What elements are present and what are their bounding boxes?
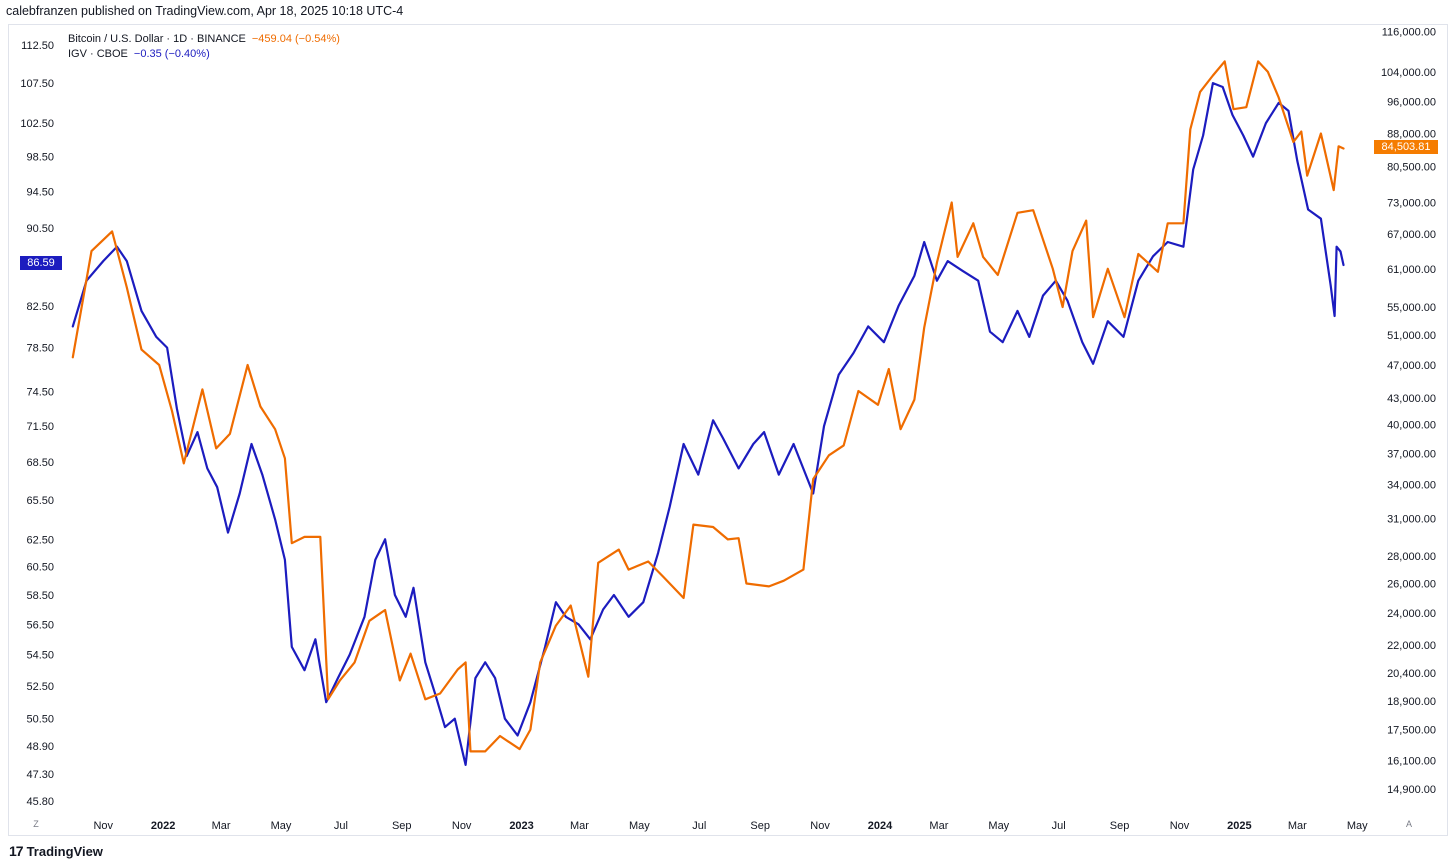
tradingview-brand: TradingView (26, 843, 103, 859)
chart-frame[interactable] (8, 24, 1448, 836)
right-axis-tick-label: 40,000.00 (1387, 420, 1436, 432)
x-axis-tick-label: May (271, 820, 292, 832)
chart-legend: Bitcoin / U.S. Dollar · 1D · BINANCE −459… (68, 32, 340, 62)
right-axis-tick-label: 116,000.00 (1382, 27, 1436, 39)
right-axis: 116,000.00 104,000.00 96,000.00 88,000.00 80… (1381, 27, 1436, 796)
x-axis-tick-label: Nov (1170, 820, 1190, 832)
left-axis-tick-label: 45.80 (26, 796, 54, 808)
left-axis-tick-label: 94.50 (26, 187, 54, 199)
x-axis: Nov 2022 Mar May Jul Sep Nov 2023 Mar May Jul Sep No… (93, 820, 1368, 832)
left-axis-tick-label: 102.50 (20, 118, 54, 130)
igv-last-price-tag: 86.59 (20, 256, 62, 270)
right-axis-tick-label: 55,000.00 (1387, 302, 1436, 314)
right-axis-tick-label: 96,000.00 (1387, 96, 1436, 108)
left-axis-tick-label: 48.90 (26, 741, 54, 753)
x-axis-tick-label: May (988, 820, 1009, 832)
x-axis-tick-label: May (1347, 820, 1368, 832)
right-axis-tick-label: 67,000.00 (1387, 229, 1436, 241)
left-axis-tick-label: 58.50 (26, 590, 54, 602)
right-axis-tick-label: 26,000.00 (1387, 579, 1436, 591)
left-axis-tick-label: 56.50 (26, 619, 54, 631)
x-axis-tick-label: Sep (392, 820, 412, 832)
left-axis-tick-label: 107.50 (20, 78, 54, 90)
right-axis-tick-label: 22,000.00 (1387, 640, 1436, 652)
right-axis-tick-label: 18,900.00 (1387, 696, 1436, 708)
legend-btc-change: −459.04 (−0.54%) (251, 33, 340, 45)
x-axis-tick-label: Nov (810, 820, 830, 832)
left-axis-tick-label: 52.50 (26, 681, 54, 693)
left-axis-tick-label: 71.50 (26, 421, 54, 433)
legend-btc-name: Bitcoin / U.S. Dollar · 1D · BINANCE (68, 33, 246, 45)
right-axis-tick-label: 104,000.00 (1381, 67, 1436, 79)
x-axis-tick-label: 2022 (151, 820, 175, 832)
left-axis-tick-label: 65.50 (26, 495, 54, 507)
right-axis-tick-label: 17,500.00 (1387, 725, 1436, 737)
x-axis-tick-label: Mar (929, 820, 948, 832)
legend-igv-change: −0.35 (−0.40%) (133, 48, 210, 60)
x-axis-tick-label: Mar (212, 820, 231, 832)
tradingview-footer[interactable]: 17 TradingView (9, 843, 103, 859)
left-axis-tick-label: 54.50 (26, 650, 54, 662)
left-axis-tick-label: 78.50 (26, 343, 54, 355)
igv-series-line[interactable] (71, 82, 1345, 766)
x-axis-tick-label: Jul (334, 820, 348, 832)
left-axis-tick-label: 47.30 (26, 769, 54, 781)
x-axis-tick-label: Nov (452, 820, 472, 832)
left-axis-tick-label: 98.50 (26, 152, 54, 164)
right-axis-tick-label: 24,000.00 (1387, 608, 1436, 620)
right-axis-tick-label: 16,100.00 (1387, 755, 1436, 767)
right-axis-tick-label: 20,400.00 (1387, 668, 1436, 680)
left-axis-tick-label: 112.50 (21, 40, 54, 52)
x-axis-tick-label: Nov (93, 820, 113, 832)
right-axis-tick-label: 43,000.00 (1387, 393, 1436, 405)
right-axis-tick-label: 73,000.00 (1387, 198, 1436, 210)
legend-row-btc[interactable]: Bitcoin / U.S. Dollar · 1D · BINANCE −459… (68, 32, 340, 47)
x-axis-tick-label: 2025 (1227, 820, 1251, 832)
right-axis-tick-label: 28,000.00 (1387, 551, 1436, 563)
right-axis-tick-label: 37,000.00 (1387, 448, 1436, 460)
x-axis-tick-label: Jul (1052, 820, 1066, 832)
x-axis-tick-label: Mar (570, 820, 589, 832)
auto-scale-button[interactable]: A (1405, 819, 1412, 829)
right-axis-tick-label: 34,000.00 (1387, 480, 1436, 492)
right-axis-tick-label: 51,000.00 (1387, 330, 1436, 342)
right-axis-tick-label: 47,000.00 (1387, 360, 1436, 372)
left-axis-tick-label: 62.50 (26, 534, 54, 546)
btc-last-price-tag: 84,503.81 (1374, 140, 1438, 154)
right-axis-tick-label: 80,500.00 (1387, 161, 1436, 173)
right-axis-tick-label: 14,900.00 (1387, 784, 1436, 796)
x-axis-tick-label: Jul (692, 820, 706, 832)
x-axis-tick-label: May (629, 820, 650, 832)
left-axis-tick-label: 74.50 (26, 387, 54, 399)
right-axis-tick-label: 61,000.00 (1387, 264, 1436, 276)
legend-igv-name: IGV · CBOE (68, 48, 128, 60)
published-header: calebfranzen published on TradingView.co… (6, 4, 404, 18)
left-axis-tick-label: 50.50 (26, 714, 54, 726)
zoom-corner-button[interactable]: Z (33, 819, 39, 829)
left-axis-tick-label: 68.50 (26, 457, 54, 469)
x-axis-tick-label: Sep (750, 820, 770, 832)
x-axis-tick-label: 2024 (868, 820, 893, 832)
tradingview-logo-icon: 17 (9, 843, 24, 859)
series-layer (71, 60, 1345, 766)
btc-series-line[interactable] (71, 60, 1345, 753)
x-axis-tick-label: 2023 (509, 820, 533, 832)
right-axis-tick-label: 31,000.00 (1387, 514, 1436, 526)
legend-row-igv[interactable]: IGV · CBOE −0.35 (−0.40%) (68, 47, 340, 62)
left-axis-tick-label: 60.50 (26, 562, 54, 574)
x-axis-tick-label: Sep (1110, 820, 1130, 832)
left-axis-tick-label: 82.50 (26, 301, 54, 313)
left-axis-tick-label: 90.50 (26, 223, 54, 235)
left-axis: 112.50107.50102.5098.5094.5090.5086.5082… (20, 40, 54, 808)
right-axis-tick-label: 88,000.00 (1387, 129, 1436, 141)
x-axis-tick-label: Mar (1288, 820, 1307, 832)
